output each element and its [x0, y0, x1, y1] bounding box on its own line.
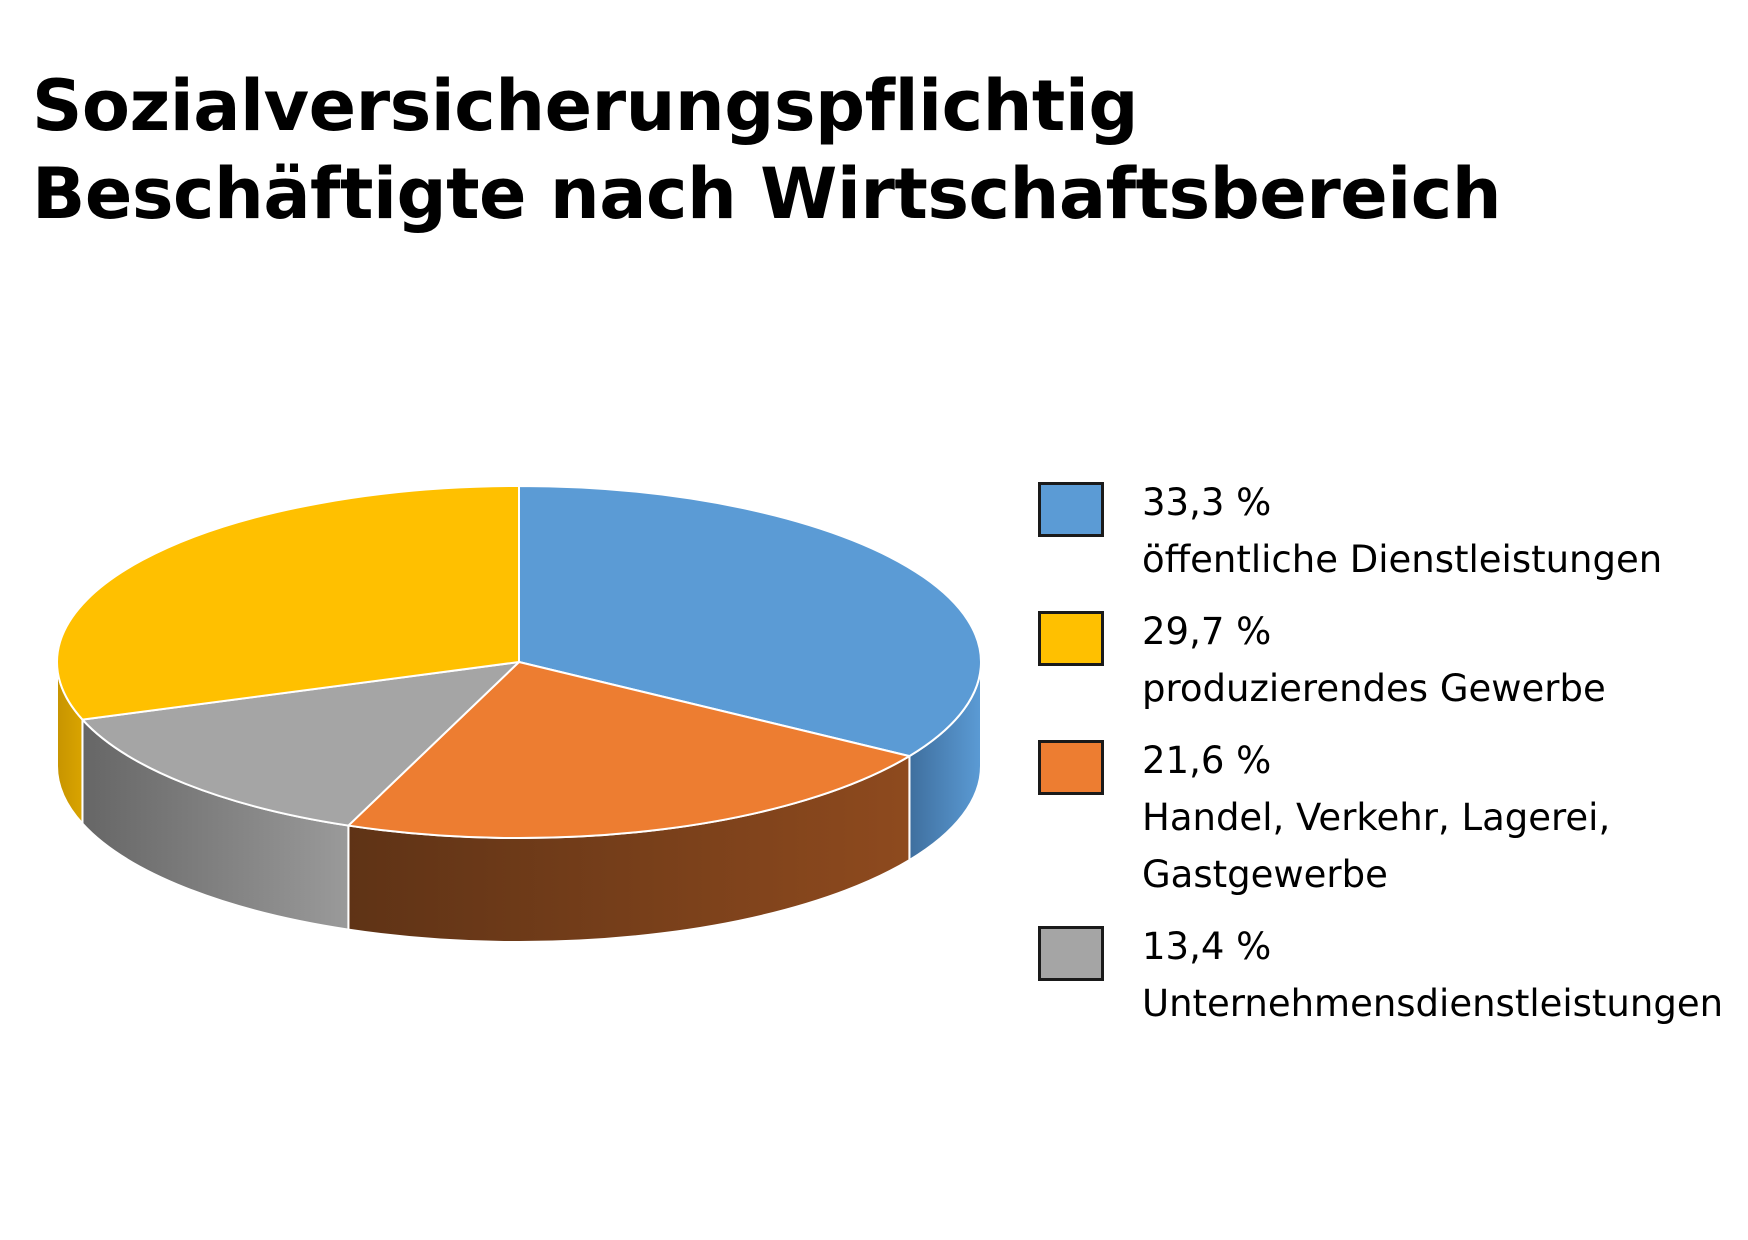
- legend-category: produzierendes Gewerbe: [1142, 667, 1606, 710]
- legend: 33,3 % öffentliche Dienstleistungen 29,7 %…: [1038, 474, 1724, 1032]
- legend-value: 21,6 %: [1142, 739, 1272, 782]
- legend-swatch: [1038, 740, 1104, 795]
- pie-side-walls: [56, 661, 982, 943]
- legend-label: 29,7 % produzierendes Gewerbe: [1142, 603, 1718, 717]
- legend-item: 13,4 % Unternehmensdienstleistungen: [1038, 918, 1724, 1032]
- legend-item: 29,7 % produzierendes Gewerbe: [1038, 603, 1718, 717]
- legend-swatch: [1038, 926, 1104, 981]
- legend-swatch: [1038, 482, 1104, 537]
- legend-category: öffentliche Dienstleistungen: [1142, 538, 1663, 581]
- legend-category: Gastgewerbe: [1142, 853, 1388, 896]
- legend-category: Handel, Verkehr, Lagerei,: [1142, 796, 1611, 839]
- legend-category: Unternehmensdienstleistungen: [1142, 982, 1724, 1025]
- pie-slice-produzierendes-gewerbe: [56, 485, 520, 721]
- legend-item: 33,3 % öffentliche Dienstleistungen: [1038, 474, 1718, 588]
- legend-value: 29,7 %: [1142, 610, 1272, 653]
- chart-title: Sozialversicherungspflichtig Beschäftigt…: [32, 62, 1502, 238]
- legend-item: 21,6 % Handel, Verkehr, Lagerei, Gastgewer…: [1038, 732, 1718, 903]
- legend-label: 13,4 % Unternehmensdienstleistungen: [1142, 918, 1724, 1032]
- legend-value: 33,3 %: [1142, 481, 1272, 524]
- pie-slice-handel-verkehr-lagerei-gastgewerbe: [347, 661, 911, 839]
- chart-title-line-2: Beschäftigte nach Wirtschaftsbereich: [32, 153, 1502, 235]
- pie-slice-ffentliche-dienstleistungen: [518, 485, 982, 758]
- legend-label: 33,3 % öffentliche Dienstleistungen: [1142, 474, 1718, 588]
- pie-slices: [56, 485, 982, 839]
- legend-value: 13,4 %: [1142, 925, 1272, 968]
- legend-label: 21,6 % Handel, Verkehr, Lagerei, Gastgewer…: [1142, 732, 1718, 903]
- legend-swatch: [1038, 611, 1104, 666]
- chart-title-line-1: Sozialversicherungspflichtig: [32, 65, 1138, 147]
- pie-slice-unternehmensdienstleistungen: [81, 661, 520, 827]
